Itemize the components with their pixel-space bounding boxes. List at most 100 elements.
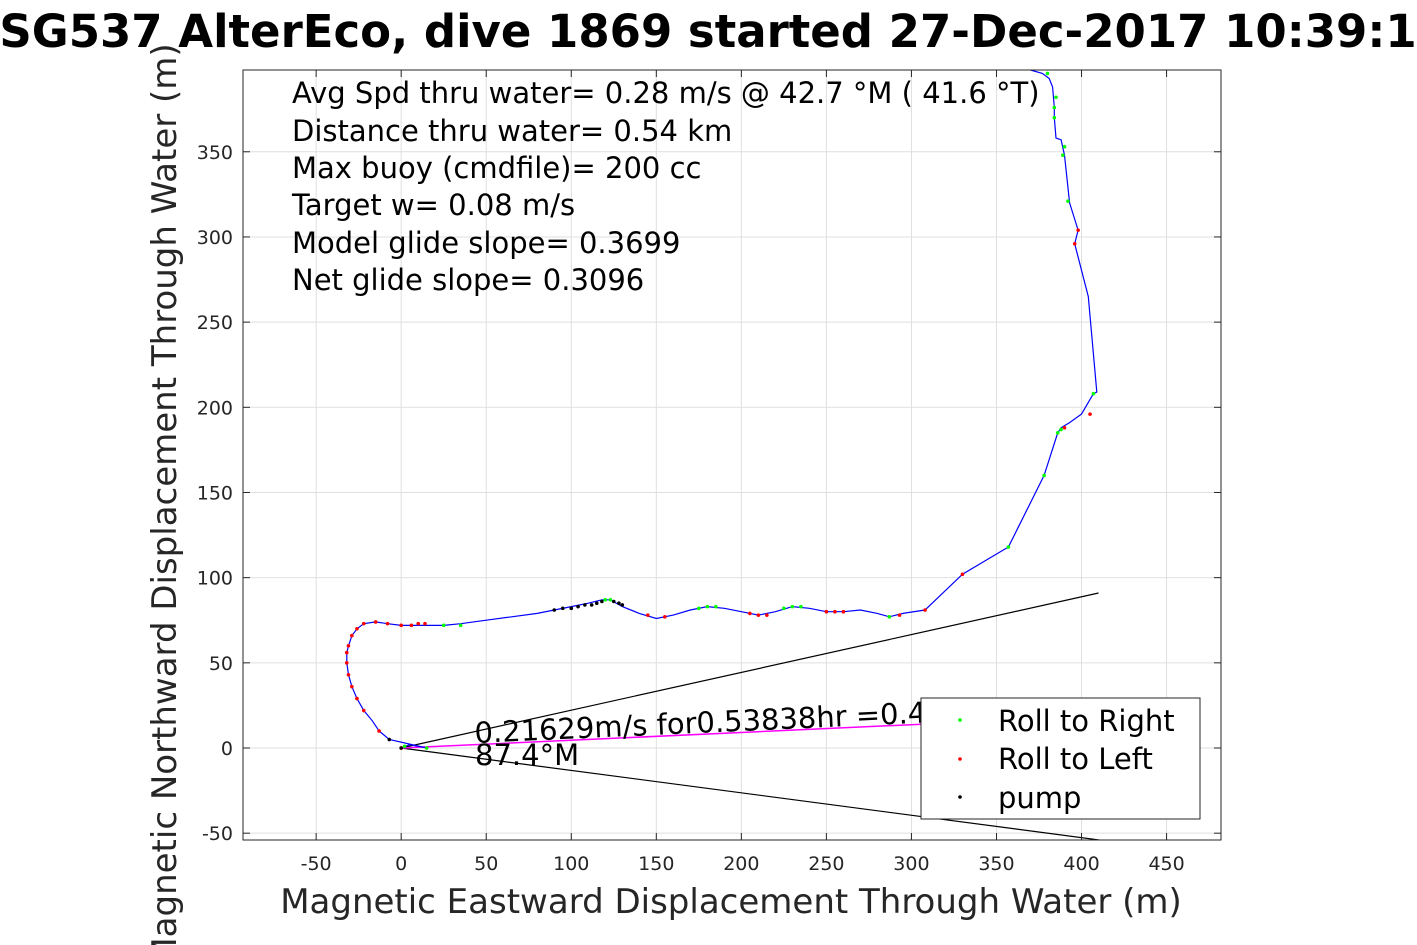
marker-pump (399, 746, 403, 750)
marker-roll-to-right (1042, 473, 1046, 478)
marker-roll-to-left (355, 626, 359, 631)
marker-roll-to-right (1045, 71, 1050, 76)
marker-pump (620, 603, 625, 607)
marker-roll-to-left (344, 650, 349, 655)
stat-net-glide: Net glide slope= 0.3096 (292, 263, 644, 297)
marker-roll-to-left (841, 609, 846, 614)
marker-pump (589, 603, 594, 607)
marker-pump (569, 606, 574, 611)
marker-roll-to-right (1052, 105, 1057, 110)
marker-roll-to-left (361, 708, 366, 713)
marker-pump (583, 603, 587, 607)
legend-box (920, 697, 1201, 820)
marker-roll-to-right (782, 606, 786, 611)
y-tick-label: 150 (197, 482, 233, 504)
legend-label-roll-right: Roll to Right (998, 704, 1175, 738)
marker-roll-to-right (799, 604, 803, 609)
marker-roll-to-left (833, 609, 837, 614)
stat-max-buoy: Max buoy (cmdfile)= 200 cc (292, 151, 701, 185)
marker-pump (560, 606, 565, 611)
error-cone-line-0 (401, 592, 1099, 749)
marker-roll-to-right (402, 744, 407, 749)
marker-roll-to-right (1006, 545, 1011, 549)
x-tick-label: 250 (808, 853, 844, 875)
marker-roll-to-left (960, 572, 965, 577)
marker-roll-to-right (705, 604, 710, 609)
marker-roll-to-right (1062, 144, 1067, 149)
marker-roll-to-left (423, 621, 427, 626)
marker-roll-to-right (1066, 199, 1070, 203)
legend-marker-pump (958, 795, 962, 799)
marker-roll-to-left (399, 623, 403, 628)
error-cone-line-1 (401, 747, 1104, 840)
x-tick-label: 400 (1063, 853, 1099, 875)
marker-roll-to-left (350, 633, 354, 638)
marker-pump (617, 601, 621, 606)
marker-roll-to-left (385, 621, 390, 626)
marker-pump (611, 599, 616, 604)
marker-pump (576, 604, 580, 609)
current-direction-label: 87.4°M (475, 738, 579, 772)
marker-roll-to-right (1054, 95, 1058, 100)
marker-roll-to-left (416, 621, 420, 626)
marker-roll-to-right (603, 598, 608, 602)
marker-roll-to-left (361, 621, 366, 626)
plot-frame (242, 69, 1222, 841)
stat-model-glide: Model glide slope= 0.3699 (292, 226, 680, 260)
y-tick-label: 350 (197, 142, 233, 164)
marker-roll-to-left (355, 696, 359, 701)
marker-roll-to-left (646, 613, 650, 617)
y-axis-label: Magnetic Northward Displacement Through … (145, 43, 185, 945)
marker-roll-to-right (458, 623, 463, 628)
y-tick-label: 50 (209, 653, 233, 675)
marker-roll-to-left (663, 615, 667, 619)
marker-roll-to-left (373, 620, 378, 624)
ticks: -50 0 50 100 150 200 250 300 350 400 450 -50 0 50 100 1… (197, 70, 1221, 875)
marker-roll-to-right (1059, 427, 1063, 432)
marker-roll-to-left (897, 613, 902, 617)
stats-block: Avg Spd thru water= 0.28 m/s @ 42.7 °M (… (291, 76, 1040, 297)
marker-pump (600, 599, 604, 604)
marker-roll-to-left (1088, 412, 1092, 416)
marker-roll-to-left (1062, 425, 1067, 430)
y-tick-label: 250 (197, 312, 233, 334)
legend-label-pump: pump (998, 781, 1081, 815)
marker-roll-to-left (1076, 228, 1080, 232)
marker-roll-to-left (765, 613, 769, 617)
x-tick-label: 0 (395, 853, 407, 875)
marker-roll-to-left (377, 729, 381, 733)
x-tick-label: 100 (553, 853, 589, 875)
legend-marker-roll-left (958, 757, 962, 761)
marker-roll-to-right (424, 746, 429, 750)
stat-avg-speed: Avg Spd thru water= 0.28 m/s @ 42.7 °M (… (292, 76, 1040, 110)
x-tick-label: 150 (638, 853, 674, 875)
marker-roll-to-left (346, 643, 351, 648)
y-tick-label: 100 (197, 568, 233, 590)
marker-roll-to-left (346, 672, 351, 677)
chart-title: SG537 AlterEco, dive 1869 started 27-Dec… (0, 5, 1417, 58)
x-tick-label: 450 (1148, 853, 1184, 875)
stat-target-w: Target w= 0.08 m/s (291, 188, 575, 222)
stat-distance: Distance thru water= 0.54 km (292, 114, 732, 148)
legend-label-roll-left: Roll to Left (998, 742, 1153, 776)
marker-roll-to-right (714, 604, 718, 609)
marker-roll-to-left (748, 611, 752, 616)
marker-roll-to-right (1061, 153, 1065, 157)
x-tick-label: 50 (474, 853, 498, 875)
legend-marker-roll-right (958, 718, 962, 722)
grid (243, 70, 1221, 840)
marker-roll-to-right (441, 623, 446, 628)
x-tick-label: 350 (978, 853, 1014, 875)
marker-roll-to-right (1091, 391, 1096, 396)
marker-roll-to-right (790, 604, 795, 609)
marker-roll-to-left (1072, 241, 1077, 246)
x-axis-label: Magnetic Eastward Displacement Through W… (280, 882, 1182, 922)
marker-roll-to-left (350, 684, 354, 689)
y-tick-label: 200 (197, 397, 233, 419)
marker-roll-to-right (608, 598, 613, 602)
marker-roll-to-left (409, 623, 414, 628)
marker-roll-to-left (344, 661, 349, 665)
y-tick-label: -50 (202, 823, 233, 845)
marker-roll-to-right (887, 615, 892, 619)
